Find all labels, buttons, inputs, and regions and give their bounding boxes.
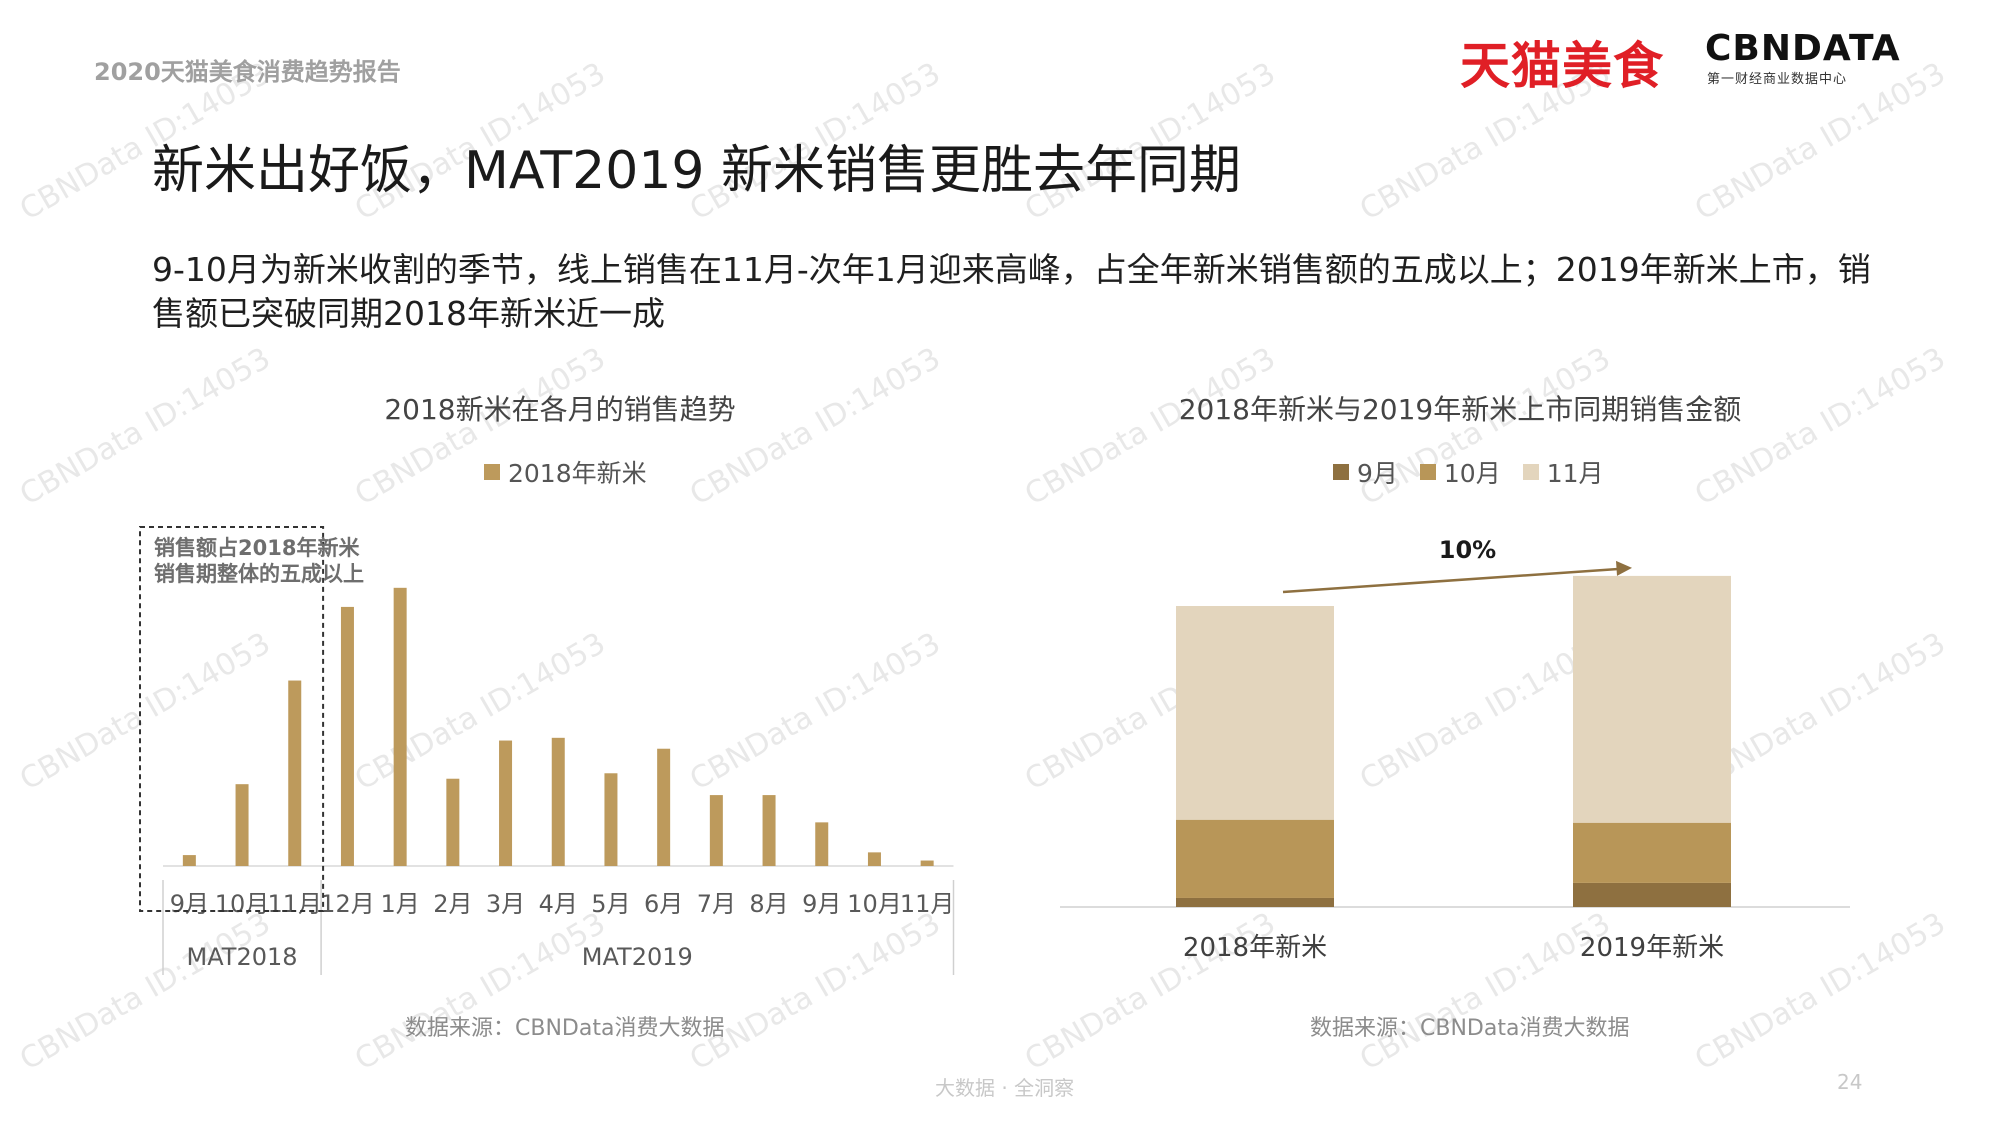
legend-label: 9月 bbox=[1357, 459, 1398, 488]
legend-swatch bbox=[1522, 464, 1539, 480]
chart1-bar bbox=[867, 852, 881, 866]
chart1-tick-label: 10月 bbox=[847, 890, 902, 918]
chart1-bar bbox=[604, 773, 618, 866]
chart1-tick-label: 7月 bbox=[697, 890, 736, 918]
page-headline: 新米出好饭，MAT2019 新米销售更胜去年同期 bbox=[152, 141, 1242, 201]
chart1-tick-label: 12月 bbox=[320, 890, 375, 918]
chart2-legend: 9月 10月 11月 bbox=[1333, 454, 1626, 490]
chart1-tick-label: 1月 bbox=[381, 890, 420, 918]
chart2-bar-segment bbox=[1176, 897, 1334, 907]
chart1-source: 数据来源：CBNData消费大数据 bbox=[405, 1016, 725, 1041]
chart1-tick-label: 9月 bbox=[170, 890, 209, 918]
chart1-tick-label: 6月 bbox=[644, 890, 683, 918]
chart1-legend: 2018年新米 bbox=[484, 454, 669, 490]
chart1-bar bbox=[340, 606, 354, 866]
chart2-arrow-head bbox=[1616, 560, 1632, 576]
chart1-tick-label: 11月 bbox=[267, 890, 322, 918]
chart1-tick-label: 8月 bbox=[749, 890, 788, 918]
chart1-bar bbox=[762, 795, 776, 866]
legend-label: 10月 bbox=[1443, 459, 1501, 488]
chart2-source: 数据来源：CBNData消费大数据 bbox=[1310, 1016, 1630, 1041]
chart2-title: 2018年新米与2019年新米上市同期销售金额 bbox=[1178, 393, 1742, 426]
cbndata-logo: CBNDATA bbox=[1705, 28, 1901, 69]
chart2-bar-segment bbox=[1176, 606, 1334, 820]
cbndata-subtitle: 第一财经商业数据中心 bbox=[1707, 72, 1848, 87]
report-title: 2020天猫美食消费趋势报告 bbox=[94, 58, 401, 86]
chart1-bar bbox=[920, 860, 934, 866]
legend-swatch bbox=[484, 464, 500, 480]
chart1-tick-label: 2月 bbox=[433, 890, 472, 918]
chart1-bar bbox=[815, 822, 829, 866]
page-number: 24 bbox=[1837, 1070, 1863, 1094]
legend-swatch bbox=[1419, 464, 1436, 480]
chart2-category-label: 2018年新米 bbox=[1183, 933, 1327, 963]
chart1-bar bbox=[235, 784, 249, 866]
chart1-bar bbox=[657, 748, 671, 866]
chart1-tick-label: 5月 bbox=[591, 890, 630, 918]
chart1-bar bbox=[288, 680, 302, 866]
chart1-tick-label: 10月 bbox=[215, 890, 270, 918]
chart1-group-label: MAT2018 bbox=[187, 943, 298, 971]
chart1-bar bbox=[499, 740, 513, 866]
chart2-bar-segment bbox=[1176, 819, 1334, 898]
chart1-bar bbox=[709, 795, 723, 866]
chart1-group-label: MAT2019 bbox=[582, 943, 693, 971]
legend-swatch bbox=[1333, 464, 1349, 480]
chart1-bar bbox=[446, 778, 460, 866]
chart1-title: 2018新米在各月的销售趋势 bbox=[384, 393, 736, 426]
chart2-legend-item: 10月 bbox=[1419, 454, 1501, 490]
chart2-category-label: 2019年新米 bbox=[1580, 933, 1724, 963]
legend-label: 11月 bbox=[1546, 459, 1604, 488]
chart2-growth-label: 10% bbox=[1439, 536, 1496, 564]
chart2-bar-segment bbox=[1573, 822, 1731, 883]
chart1-highlight-label: 销售额占2018年新米销售期整体的五成以上 bbox=[154, 536, 364, 586]
page-description: 9-10月为新米收割的季节，线上销售在11月-次年1月迎来高峰，占全年新米销售额… bbox=[152, 250, 1871, 333]
legend-label: 2018年新米 bbox=[508, 459, 647, 488]
footer-slogan: 大数据 · 全洞察 bbox=[935, 1076, 1075, 1100]
chart2-plot: 2018年新米 2019年新米 10% bbox=[1060, 536, 1850, 963]
chart1-legend-item: 2018年新米 bbox=[484, 454, 647, 490]
chart1-bar bbox=[393, 587, 407, 866]
chart1-tick-label: 4月 bbox=[539, 890, 578, 918]
chart2-growth-arrow bbox=[1282, 567, 1621, 594]
chart1-tick-label: 11月 bbox=[900, 890, 955, 918]
chart1-bar bbox=[551, 737, 565, 866]
tmall-logo: 天猫美食 bbox=[1460, 37, 1664, 95]
chart2-legend-item: 9月 bbox=[1333, 454, 1398, 490]
chart1-bar bbox=[182, 855, 196, 866]
chart1-highlight-box bbox=[139, 526, 325, 912]
chart2-bar-segment bbox=[1573, 882, 1731, 907]
chart2-bar-segment bbox=[1573, 575, 1731, 823]
chart1-tick-label: 9月 bbox=[802, 890, 841, 918]
chart2-legend-item: 11月 bbox=[1522, 454, 1604, 490]
chart1-tick-label: 3月 bbox=[486, 890, 525, 918]
